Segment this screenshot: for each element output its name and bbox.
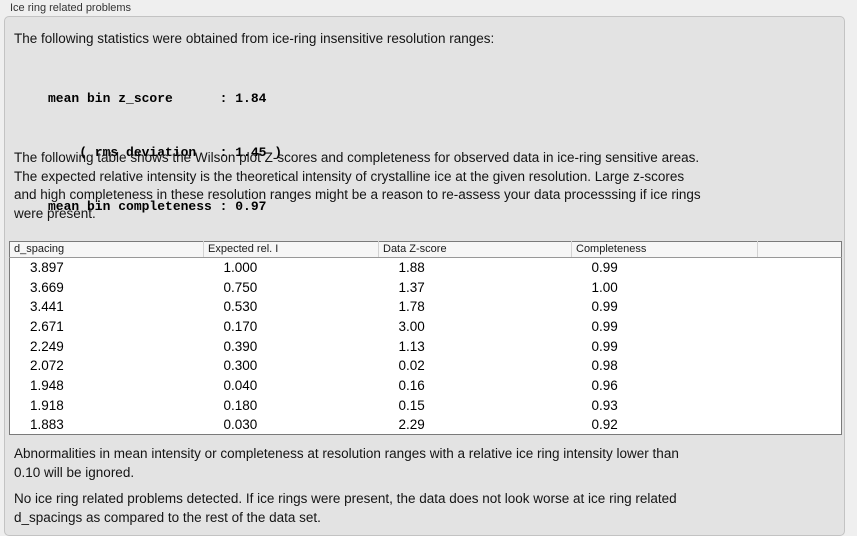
table-cell: 0.180 xyxy=(223,397,258,413)
table-row[interactable]: 3.897 1.000 1.88 0.99 xyxy=(10,258,842,278)
table-cell: 1.88 xyxy=(398,260,425,276)
table-row[interactable]: 3.669 0.750 1.37 1.00 xyxy=(10,277,842,297)
table-cell: 1.00 xyxy=(591,279,618,295)
ice-ring-table: d_spacing Expected rel. I Data Z-score C… xyxy=(9,241,842,436)
table-cell: 0.030 xyxy=(223,417,258,433)
conclusion-line: d_spacings as compared to the rest of th… xyxy=(14,509,321,525)
table-cell: 0.16 xyxy=(398,377,425,393)
groupbox-title: Ice ring related problems xyxy=(10,2,132,14)
table-cell: 0.530 xyxy=(223,299,258,315)
table-cell: 0.99 xyxy=(591,299,618,315)
table-cell: 2.29 xyxy=(398,417,425,433)
table-cell: 1.883 xyxy=(30,417,64,433)
table-cell: 1.948 xyxy=(30,377,64,393)
column-header-filler xyxy=(757,241,842,258)
table-cell: 0.99 xyxy=(591,318,618,334)
table-cell: 0.93 xyxy=(591,397,618,413)
table-cell: 0.390 xyxy=(223,338,258,354)
table-cell: 0.99 xyxy=(591,260,618,276)
ignore-note-line: Abnormalities in mean intensity or compl… xyxy=(14,446,679,461)
stats-intro-text: The following statistics were obtained f… xyxy=(14,31,495,46)
table-cell: 0.96 xyxy=(591,377,618,393)
table-cell: 2.249 xyxy=(30,338,64,354)
table-description-line: The following table shows the Wilson plo… xyxy=(14,150,700,165)
ignore-note-text: Abnormalities in mean intensity or compl… xyxy=(14,445,679,482)
table-row[interactable]: 2.072 0.300 0.02 0.98 xyxy=(10,356,842,376)
table-row[interactable]: 1.948 0.040 0.16 0.96 xyxy=(10,376,842,396)
table-row[interactable]: 1.918 0.180 0.15 0.93 xyxy=(10,395,842,415)
table-cell: 0.300 xyxy=(223,358,258,374)
table-cell: 1.78 xyxy=(398,299,425,315)
table-cell: 2.072 xyxy=(30,358,64,374)
table-cell xyxy=(758,415,842,435)
table-row[interactable]: 3.441 0.530 1.78 0.99 xyxy=(10,297,842,317)
table-row[interactable]: 2.249 0.390 1.13 0.99 xyxy=(10,336,842,356)
table-cell xyxy=(758,297,842,317)
table-row[interactable]: 1.883 0.030 2.29 0.92 xyxy=(10,415,842,435)
table-cell: 0.750 xyxy=(223,279,258,295)
table-cell: 3.00 xyxy=(398,318,425,334)
table-cell: 0.15 xyxy=(398,397,425,413)
table-description-line: and high completeness in these resolutio… xyxy=(14,187,701,203)
ice-ring-table-body: 3.897 1.000 1.88 0.99 3.669 0.750 1.37 1.00 3.44… xyxy=(10,258,842,435)
table-cell xyxy=(758,317,842,337)
column-header-completeness[interactable]: Completeness xyxy=(571,241,758,258)
table-cell: 0.02 xyxy=(398,358,425,374)
stat-line-z-rms-deviation: ( rms deviation : 1.45 ) xyxy=(48,145,283,160)
table-cell xyxy=(758,277,842,297)
stat-line-mean-completeness: mean bin completeness : 0.97 xyxy=(48,199,267,214)
table-cell: 1.13 xyxy=(398,338,425,354)
column-header-expected-rel-i[interactable]: Expected rel. I xyxy=(203,241,379,258)
table-cell xyxy=(758,376,842,396)
table-cell xyxy=(758,258,842,278)
column-header-d-spacing[interactable]: d_spacing xyxy=(9,241,204,258)
table-cell: 0.040 xyxy=(223,377,258,393)
table-cell: 3.897 xyxy=(30,260,64,276)
table-description-line: were present. xyxy=(14,205,96,221)
ignore-note-line: 0.10 will be ignored. xyxy=(14,464,135,480)
table-cell: 3.441 xyxy=(30,299,64,315)
conclusion-line: No ice ring related problems detected. I… xyxy=(14,491,677,506)
table-cell: 0.170 xyxy=(223,318,258,334)
conclusion-text: No ice ring related problems detected. I… xyxy=(14,490,677,527)
column-header-data-z-score[interactable]: Data Z-score xyxy=(378,241,572,258)
table-cell xyxy=(758,356,842,376)
table-description-text: The following table shows the Wilson plo… xyxy=(14,149,701,223)
table-cell: 1.918 xyxy=(30,397,64,413)
table-cell: 0.92 xyxy=(591,417,618,433)
table-row[interactable]: 2.671 0.170 3.00 0.99 xyxy=(10,317,842,337)
table-description-line: The expected relative intensity is the t… xyxy=(14,168,685,184)
table-cell: 1.000 xyxy=(223,260,258,276)
ice-ring-table-container: d_spacing Expected rel. I Data Z-score C… xyxy=(9,241,842,436)
table-cell: 3.669 xyxy=(30,279,64,295)
table-cell: 0.99 xyxy=(591,338,618,354)
table-cell: 1.37 xyxy=(398,279,425,295)
table-cell xyxy=(758,395,842,415)
table-header-row: d_spacing Expected rel. I Data Z-score C… xyxy=(9,241,842,258)
table-cell: 0.98 xyxy=(591,358,618,374)
table-cell xyxy=(758,336,842,356)
table-cell: 2.671 xyxy=(30,318,64,334)
stat-line-mean-z-score: mean bin z_score : 1.84 xyxy=(48,91,267,106)
